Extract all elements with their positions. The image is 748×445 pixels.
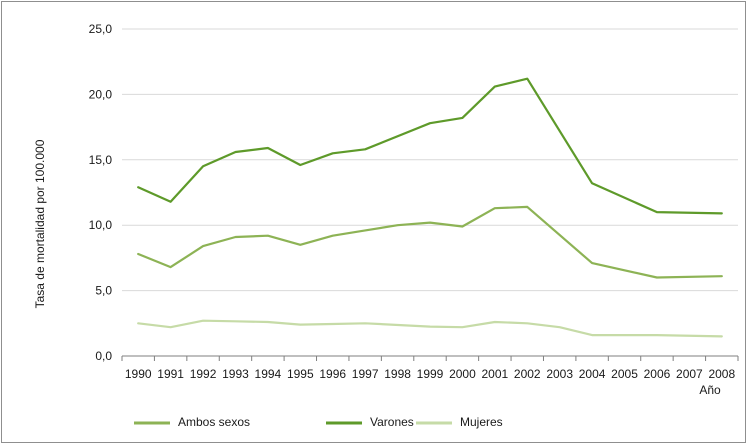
y-tick-label: 15,0 — [89, 153, 113, 167]
x-tick-label: 1994 — [255, 367, 282, 381]
y-tick-label: 10,0 — [89, 218, 113, 232]
y-tick-label: 25,0 — [89, 22, 113, 36]
x-tick-label: 1999 — [417, 367, 444, 381]
y-tick-labels: 0,0 5,0 10,0 15,0 20,0 25,0 — [89, 22, 113, 363]
x-tick-label: 1998 — [384, 367, 411, 381]
y-tick-label: 0,0 — [95, 349, 112, 363]
x-tick-label: 2005 — [611, 367, 638, 381]
series-line-ambos-sexos — [137, 205, 723, 279]
legend-label: Varones — [370, 415, 414, 429]
legend-label: Mujeres — [460, 415, 503, 429]
x-tick-label: 2003 — [546, 367, 573, 381]
legend-item-mujeres: Mujeres — [416, 415, 503, 429]
x-tick-label: 2002 — [514, 367, 541, 381]
grid — [122, 28, 738, 292]
x-tick-label: 2007 — [676, 367, 703, 381]
y-axis-title: Tasa de mortalidad por 100.000 — [33, 139, 47, 308]
x-tick-label: 1991 — [157, 367, 184, 381]
x-tick-labels: 1990 1991 1992 1993 1994 1995 1996 1997 1998 1999… — [125, 367, 736, 381]
x-tick-label: 2006 — [644, 367, 671, 381]
x-tick-label: 1997 — [352, 367, 379, 381]
series-lines — [137, 77, 723, 338]
x-tick-label: 2000 — [449, 367, 476, 381]
legend-label: Ambos sexos — [178, 415, 250, 429]
legend: Ambos sexos Varones Mujeres — [134, 415, 503, 429]
x-tick-label: 2004 — [579, 367, 606, 381]
x-tick-label: 1996 — [319, 367, 346, 381]
x-tick-label: 1990 — [125, 367, 152, 381]
series-line-mujeres — [137, 319, 723, 338]
legend-item-ambos-sexos: Ambos sexos — [134, 415, 250, 429]
x-axis-title: Año — [699, 383, 721, 397]
legend-item-varones: Varones — [326, 415, 414, 429]
x-tick-label: 1992 — [190, 367, 217, 381]
axes — [121, 355, 739, 361]
x-tick-label: 1993 — [222, 367, 249, 381]
series-line-varones — [137, 77, 723, 215]
x-tick-label: 1995 — [287, 367, 314, 381]
x-tick-label: 2008 — [708, 367, 735, 381]
x-tick-label: 2001 — [481, 367, 508, 381]
y-tick-label: 5,0 — [95, 284, 112, 298]
y-tick-label: 20,0 — [89, 87, 113, 101]
